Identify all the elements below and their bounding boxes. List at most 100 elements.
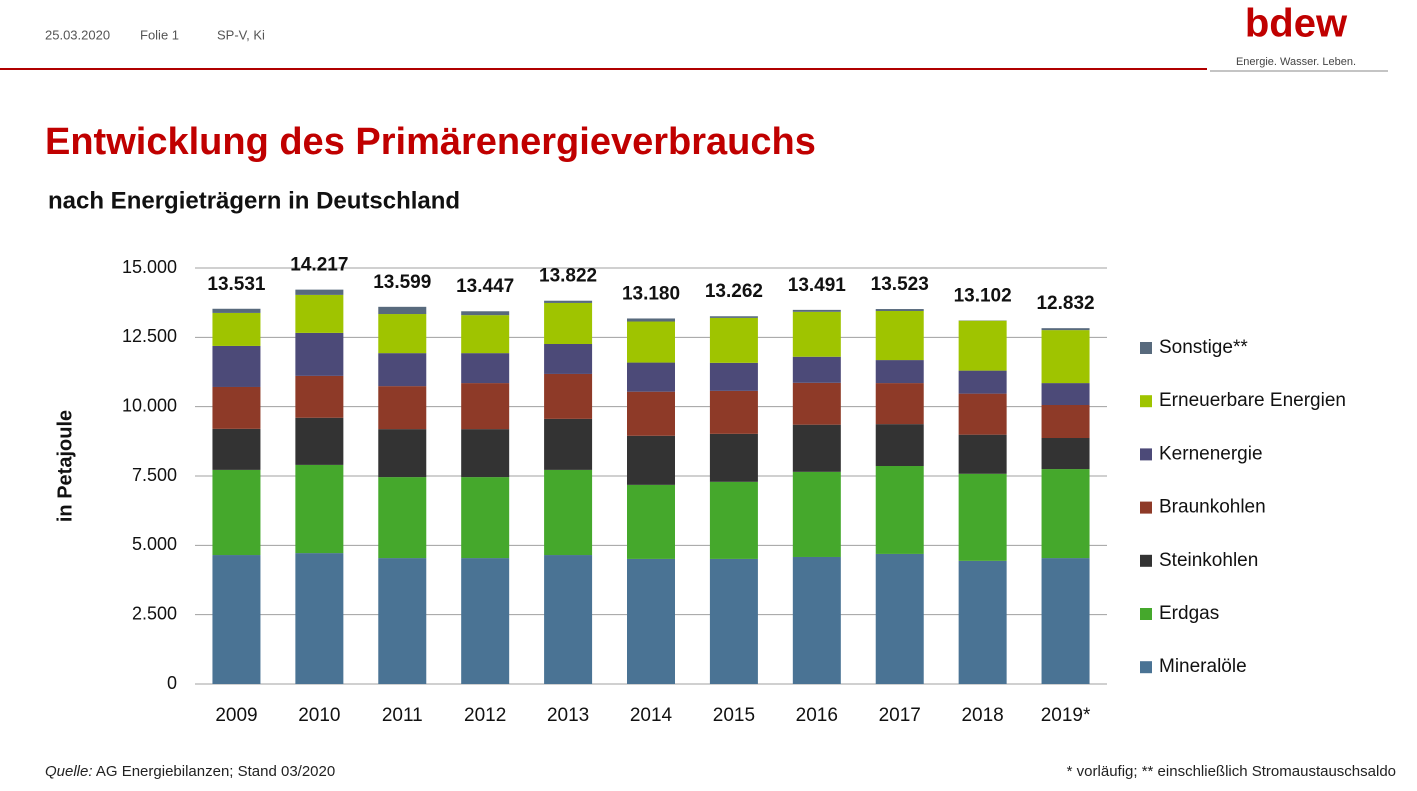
legend-label: Steinkohlen bbox=[1159, 550, 1258, 571]
x-tick-label: 2010 bbox=[298, 705, 340, 726]
x-tick-label: 2017 bbox=[879, 705, 921, 726]
bar-segment bbox=[212, 469, 261, 556]
bar-segment bbox=[627, 391, 675, 436]
bar-segment bbox=[875, 383, 924, 425]
bar-segment bbox=[544, 300, 593, 303]
bar-segment bbox=[958, 473, 1007, 561]
bar-segment bbox=[709, 316, 758, 318]
bar-segment bbox=[378, 306, 427, 315]
total-label: 14.217 bbox=[290, 255, 348, 276]
bar-segment bbox=[958, 434, 1007, 474]
total-label: 13.180 bbox=[622, 283, 680, 304]
bar-segment bbox=[461, 558, 510, 684]
total-label: 13.523 bbox=[871, 274, 929, 295]
bar-segment bbox=[709, 481, 758, 559]
bar-segment bbox=[627, 484, 675, 559]
bar-segment bbox=[1041, 469, 1090, 559]
bar-segment bbox=[295, 332, 344, 376]
bar-segment bbox=[544, 418, 593, 470]
bar-segment bbox=[212, 386, 261, 429]
x-tick-label: 2018 bbox=[961, 705, 1003, 726]
bar-segment bbox=[1041, 438, 1090, 470]
footnote: * vorläufig; ** einschließlich Stromaust… bbox=[1067, 763, 1396, 780]
bar-segment bbox=[709, 558, 758, 684]
y-tick-label: 10.000 bbox=[122, 395, 177, 415]
bar-segment bbox=[295, 294, 344, 333]
y-tick-label: 7.500 bbox=[132, 465, 177, 485]
y-axis-label: in Petajoule bbox=[54, 410, 76, 522]
source-label: Quelle: bbox=[45, 763, 93, 780]
bar-segment bbox=[212, 555, 261, 684]
bar-segment bbox=[544, 302, 593, 344]
bar-segment bbox=[1041, 383, 1090, 406]
legend-swatch bbox=[1140, 661, 1152, 674]
bar-segment bbox=[544, 555, 593, 684]
x-tick-label: 2012 bbox=[464, 705, 506, 726]
bar-segment bbox=[958, 320, 1007, 371]
y-tick-label: 0 bbox=[167, 673, 177, 693]
x-tick-label: 2013 bbox=[547, 705, 589, 726]
bar-segment bbox=[1041, 405, 1090, 439]
bar-segment bbox=[875, 553, 924, 684]
bar-segment bbox=[875, 466, 924, 554]
bar-segment bbox=[627, 318, 675, 322]
legend-label: Kernenergie bbox=[1159, 443, 1263, 464]
bar-segment bbox=[875, 360, 924, 384]
legend-swatch bbox=[1140, 395, 1152, 408]
bar-segment bbox=[792, 556, 841, 684]
total-label: 13.822 bbox=[539, 266, 597, 287]
bar-segment bbox=[1041, 328, 1090, 331]
bar-segment bbox=[544, 469, 593, 556]
bar-segment bbox=[792, 424, 841, 472]
bar-segment bbox=[958, 370, 1007, 394]
y-tick-label: 5.000 bbox=[132, 534, 177, 554]
bar-segment bbox=[378, 353, 427, 387]
bar-segment bbox=[875, 309, 924, 311]
bar-segment bbox=[212, 428, 261, 470]
bar-segment bbox=[212, 312, 261, 346]
bar-segment bbox=[295, 553, 344, 684]
source-text: AG Energiebilanzen; Stand 03/2020 bbox=[93, 763, 336, 780]
bar-segment bbox=[627, 558, 675, 684]
bar-segment bbox=[461, 315, 510, 354]
bar-segment bbox=[627, 321, 675, 363]
bar-segment bbox=[212, 345, 261, 387]
legend-label: Sonstige** bbox=[1159, 337, 1248, 358]
bar-segment bbox=[295, 375, 344, 418]
slide-number: Folie 1 bbox=[140, 27, 179, 42]
bar-segment bbox=[958, 560, 1007, 684]
bar-segment bbox=[212, 308, 261, 313]
x-tick-label: 2015 bbox=[713, 705, 755, 726]
legend-swatch bbox=[1140, 448, 1152, 461]
bar-segment bbox=[461, 429, 510, 478]
author: SP-V, Ki bbox=[217, 27, 265, 42]
bar-segment bbox=[378, 386, 427, 430]
logo: bdew bbox=[1245, 2, 1348, 46]
bar-segment bbox=[461, 353, 510, 384]
bar-segment bbox=[295, 289, 344, 295]
y-tick-label: 2.500 bbox=[132, 603, 177, 623]
tagline: Energie. Wasser. Leben. bbox=[1236, 56, 1356, 68]
total-label: 13.262 bbox=[705, 281, 763, 302]
title: Entwicklung des Primärenergieverbrauchs bbox=[45, 121, 816, 163]
bar-segment bbox=[295, 464, 344, 554]
bar-segment bbox=[875, 310, 924, 361]
bar-segment bbox=[1041, 330, 1090, 384]
bar-segment bbox=[792, 471, 841, 557]
x-tick-label: 2014 bbox=[630, 705, 673, 726]
legend-label: Mineralöle bbox=[1159, 656, 1247, 677]
bar-segment bbox=[378, 477, 427, 559]
bar-segment bbox=[1041, 558, 1090, 684]
bar-segment bbox=[709, 433, 758, 482]
bar-segment bbox=[461, 383, 510, 430]
bar-segment bbox=[792, 356, 841, 383]
total-label: 13.599 bbox=[373, 272, 431, 293]
total-label: 13.491 bbox=[788, 275, 847, 296]
bar-segment bbox=[544, 343, 593, 374]
y-tick-label: 15.000 bbox=[122, 257, 177, 277]
total-label: 12.832 bbox=[1036, 293, 1094, 314]
bar-segment bbox=[958, 393, 1007, 435]
bar-segment bbox=[544, 373, 593, 419]
